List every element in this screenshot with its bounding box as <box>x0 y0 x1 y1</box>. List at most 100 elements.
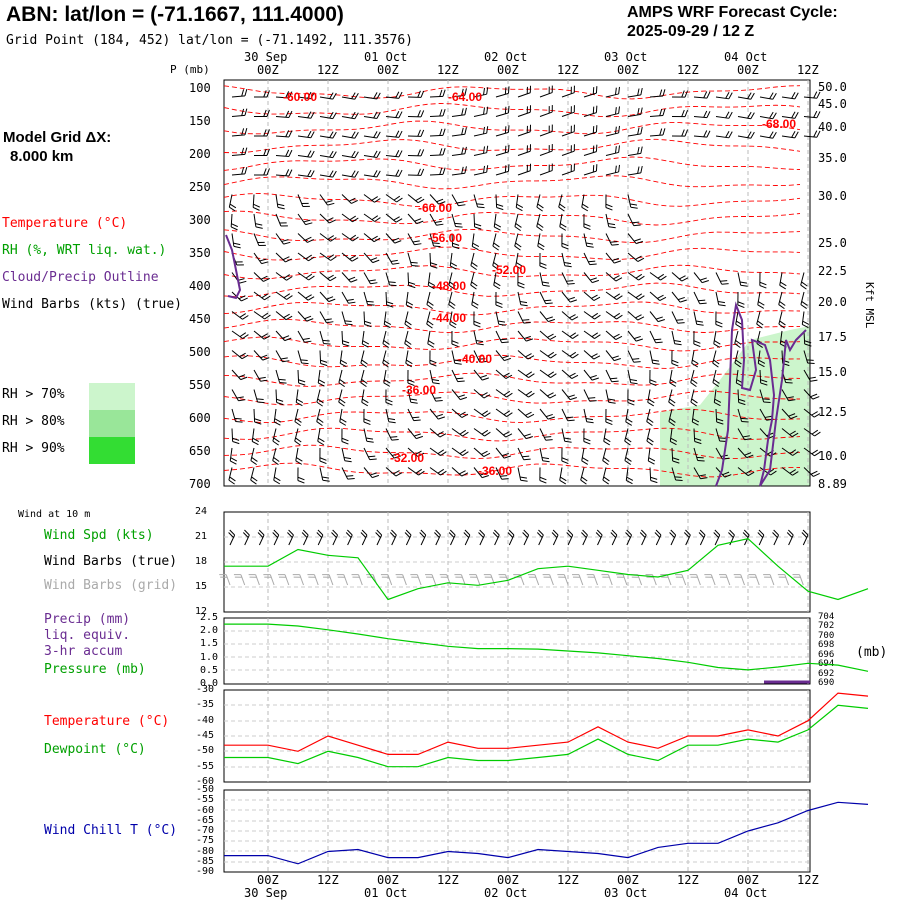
temperature-label: Temperature (°C) <box>44 714 170 729</box>
precip-y-tick: 0.5 <box>200 664 219 676</box>
upper-wind-barb <box>558 194 566 212</box>
pressure-y-tick: 700 <box>818 630 835 641</box>
upper-wind-barb <box>605 164 620 176</box>
upper-wind-barb <box>473 87 489 98</box>
upper-wind-barb <box>385 389 393 406</box>
upper-wind-barb <box>473 447 491 458</box>
top-hour-label: 12Z <box>317 63 339 77</box>
bottom-date-label: 03 Oct <box>604 886 648 900</box>
upper-wind-barb <box>649 128 666 137</box>
upper-wind-barb <box>627 146 643 156</box>
upper-wind-barb <box>759 369 768 386</box>
temperature-contour <box>223 264 801 280</box>
upper-wind-barb <box>294 408 302 427</box>
upper-wind-barb <box>473 467 489 479</box>
top-date-label: 02 Oct <box>484 50 528 64</box>
upper-wind-barb <box>781 447 799 456</box>
upper-wind-barb <box>781 408 798 420</box>
temp-y-tick: -40 <box>196 714 215 726</box>
upper-wind-barb <box>539 291 553 305</box>
temperature-contour-label: -68.00 <box>762 117 796 131</box>
upper-wind-barb <box>671 272 689 282</box>
pressure-tick: 350 <box>189 246 211 260</box>
upper-wind-barb <box>319 92 337 100</box>
upper-wind-barb <box>625 408 633 426</box>
upper-wind-barb <box>407 129 425 137</box>
upper-wind-barb <box>319 447 327 465</box>
upper-wind-barb <box>495 369 513 379</box>
upper-wind-barb <box>360 350 368 368</box>
temperature-contour <box>223 193 801 208</box>
upper-wind-barb <box>297 311 314 322</box>
temperature-contour <box>223 318 801 334</box>
upper-wind-barb <box>341 131 359 139</box>
pressure-tick: 150 <box>189 114 211 128</box>
bottom-date-label: 30 Sep <box>244 886 288 900</box>
wind-speed-label: Wind Spd (kts) <box>44 528 154 543</box>
temperature-contour-label: -44.00 <box>432 311 466 325</box>
upper-wind-barb <box>385 150 403 158</box>
wind-barb-true <box>448 529 456 546</box>
upper-wind-barb <box>539 428 553 441</box>
chill-y-tick: -85 <box>196 855 215 867</box>
upper-wind-barb <box>275 110 293 118</box>
upper-wind-barb <box>253 408 262 425</box>
upper-wind-barb <box>473 165 489 176</box>
upper-wind-barb <box>605 408 613 426</box>
upper-wind-barb <box>605 86 620 98</box>
upper-wind-barb <box>338 389 346 407</box>
upper-wind-barb <box>627 369 638 385</box>
temperature-contour-label: -64.00 <box>448 90 482 104</box>
upper-wind-barb <box>671 311 685 324</box>
upper-wind-barb <box>427 272 436 290</box>
upper-wind-barb <box>382 330 390 349</box>
upper-wind-barb <box>473 330 484 346</box>
upper-wind-barb <box>756 311 764 329</box>
wind-barb-grid <box>233 574 246 586</box>
upper-wind-barb <box>647 447 656 465</box>
upper-wind-barb <box>517 369 535 378</box>
upper-wind-barb <box>605 291 623 300</box>
temperature-contour-label: -52.00 <box>492 263 526 277</box>
upper-wind-barb <box>495 428 513 438</box>
upper-wind-barb <box>781 467 799 476</box>
upper-wind-barb <box>671 109 689 118</box>
temp-y-tick: -55 <box>196 760 215 772</box>
upper-wind-barb <box>561 252 572 268</box>
upper-wind-barb <box>737 408 749 423</box>
wind-barb-true <box>786 529 794 546</box>
upper-wind-barb <box>492 252 500 271</box>
upper-wind-barb <box>405 291 414 309</box>
wind-barb-true <box>683 529 691 546</box>
upper-wind-barb <box>253 272 270 282</box>
upper-wind-barb <box>517 330 533 342</box>
upper-wind-barb <box>297 252 315 262</box>
upper-wind-barb <box>539 467 547 484</box>
upper-wind-barb <box>583 408 594 424</box>
upper-wind-barb <box>602 447 610 466</box>
bottom-hour-label: 00Z <box>497 873 519 887</box>
upper-wind-barb <box>407 90 425 98</box>
upper-wind-barb <box>297 111 315 119</box>
legend-rh90-swatch <box>89 437 135 464</box>
upper-wind-barb <box>737 92 755 100</box>
precip-accum-label: 3-hr accum <box>44 644 123 659</box>
pressure-tick: 550 <box>189 378 211 392</box>
upper-wind-barb <box>319 291 336 303</box>
upper-wind-barb <box>231 166 248 176</box>
upper-wind-barb <box>231 108 248 117</box>
upper-wind-barb <box>713 389 722 407</box>
upper-wind-barb <box>473 428 491 437</box>
upper-wind-barb <box>693 91 711 99</box>
bottom-date-label: 04 Oct <box>724 886 768 900</box>
wind-barb-true <box>419 529 427 546</box>
upper-wind-barb <box>693 110 711 119</box>
upper-wind-barb <box>473 369 489 381</box>
upper-wind-barb <box>779 272 787 290</box>
upper-wind-barb <box>275 389 284 406</box>
upper-wind-barb <box>561 369 579 380</box>
upper-wind-barb <box>429 89 446 98</box>
wind-barb-true <box>463 529 471 546</box>
temperature-contour-labels: -60.00 -64.00 -68.00 -60.00 -56.00 -52.00 -48.… <box>283 90 796 478</box>
